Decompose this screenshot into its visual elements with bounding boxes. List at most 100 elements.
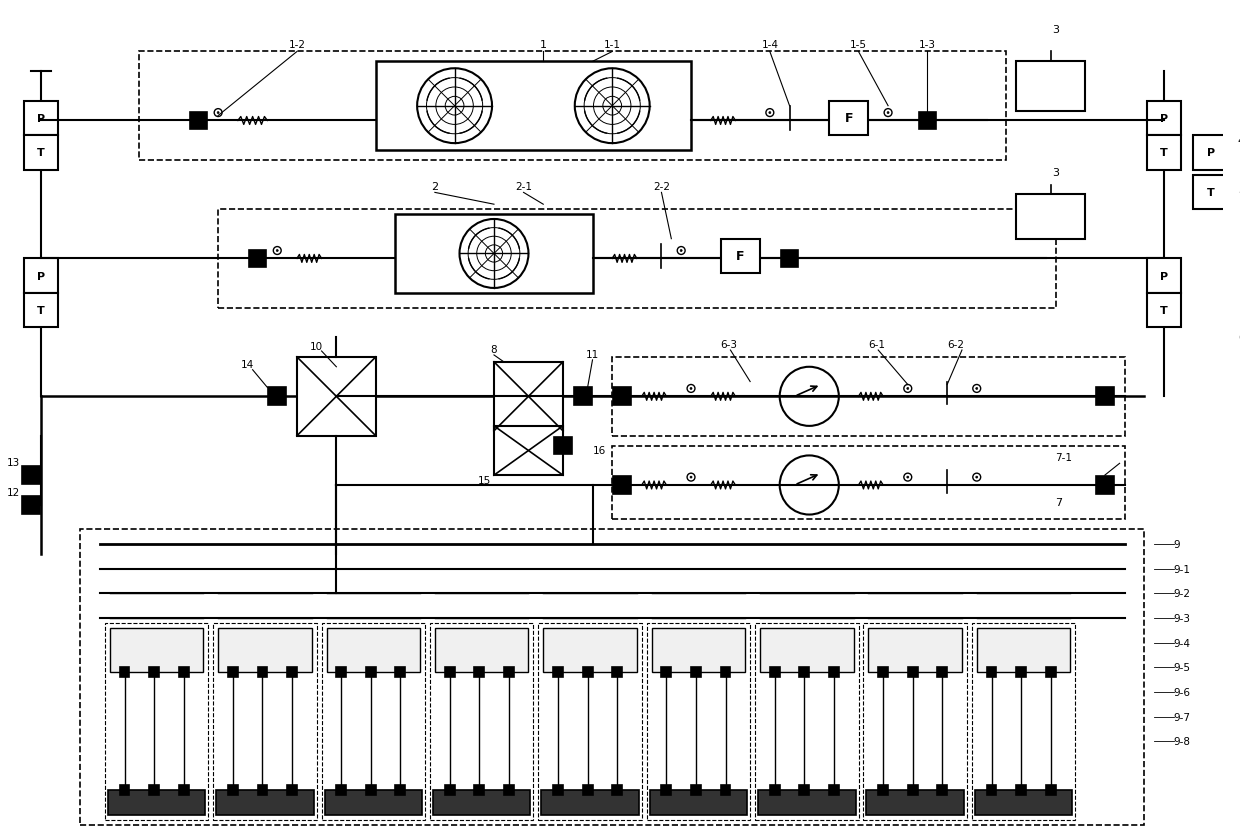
Bar [538, 623, 642, 820]
Bar [937, 667, 947, 677]
Bar [1147, 136, 1182, 171]
Text: 13: 13 [6, 458, 20, 467]
Bar [1045, 786, 1055, 795]
Bar [366, 667, 376, 677]
Text: P: P [1159, 114, 1168, 124]
Bar [296, 358, 376, 436]
Text: 11: 11 [585, 349, 599, 359]
Circle shape [906, 388, 909, 390]
Bar [661, 786, 671, 795]
Text: 12: 12 [6, 487, 20, 497]
Bar [228, 786, 238, 795]
Bar [433, 791, 531, 815]
Circle shape [769, 113, 771, 115]
Circle shape [217, 113, 219, 115]
Circle shape [689, 388, 692, 390]
Bar [1016, 195, 1085, 239]
Text: P: P [37, 272, 45, 281]
Text: 6-3: 6-3 [720, 339, 738, 349]
Bar [366, 786, 376, 795]
Text: 9-5: 9-5 [1174, 662, 1190, 672]
Bar [720, 667, 730, 677]
Bar [22, 466, 40, 484]
Bar [494, 426, 563, 476]
Bar [1045, 667, 1055, 677]
Circle shape [976, 388, 977, 390]
Bar [755, 623, 858, 820]
Text: T: T [1207, 187, 1215, 197]
Bar [691, 667, 701, 677]
Bar [583, 786, 593, 795]
Text: T: T [37, 306, 45, 316]
Bar [614, 388, 631, 405]
Bar [108, 791, 206, 815]
Text: T: T [37, 148, 45, 158]
Text: P: P [37, 114, 45, 124]
Bar [396, 786, 405, 795]
Text: 9: 9 [1174, 539, 1180, 549]
Bar [863, 623, 967, 820]
Bar [268, 388, 286, 405]
Bar [1193, 136, 1228, 171]
Bar [650, 791, 748, 815]
Bar [553, 786, 563, 795]
Bar [1147, 293, 1182, 328]
Bar [288, 786, 296, 795]
Bar [613, 446, 1125, 520]
Bar [435, 628, 528, 672]
Text: 1-4: 1-4 [761, 39, 779, 49]
Bar [503, 786, 513, 795]
Text: 6-1: 6-1 [868, 339, 885, 349]
Text: 9-4: 9-4 [1174, 638, 1190, 648]
Bar [396, 215, 593, 293]
Text: 8: 8 [491, 344, 497, 354]
Bar [770, 786, 780, 795]
Bar [179, 667, 188, 677]
Bar [542, 791, 639, 815]
Bar [919, 113, 936, 130]
Bar [614, 477, 631, 494]
Bar [336, 667, 346, 677]
Bar [494, 362, 563, 431]
Bar [937, 786, 947, 795]
Bar [830, 667, 838, 677]
Text: 2: 2 [432, 182, 439, 192]
Bar [583, 667, 593, 677]
Bar [553, 667, 563, 677]
Bar [868, 628, 962, 672]
Bar [288, 667, 296, 677]
Bar [613, 358, 1125, 436]
Text: F: F [844, 112, 853, 125]
Bar [1193, 176, 1228, 210]
Bar [800, 786, 810, 795]
Bar [258, 667, 268, 677]
Bar [430, 623, 533, 820]
Bar [445, 786, 455, 795]
Text: 4: 4 [1238, 136, 1240, 146]
Text: 10: 10 [310, 342, 324, 352]
Bar [218, 210, 1055, 308]
Bar [867, 791, 963, 815]
Text: 16: 16 [593, 446, 606, 456]
Bar [975, 791, 1073, 815]
Bar [987, 667, 997, 677]
Bar [503, 667, 513, 677]
Bar [760, 628, 853, 672]
Bar [105, 623, 208, 820]
Bar [830, 102, 868, 136]
Text: 9-8: 9-8 [1174, 737, 1190, 747]
Bar [554, 437, 572, 455]
Circle shape [277, 250, 278, 252]
Text: 7: 7 [1055, 497, 1063, 507]
Text: 2-2: 2-2 [653, 182, 670, 192]
Bar [908, 786, 918, 795]
Bar [720, 239, 760, 274]
Bar [758, 791, 856, 815]
Bar [543, 628, 637, 672]
Text: 9-2: 9-2 [1174, 589, 1190, 599]
Bar [110, 628, 203, 672]
Text: 2-1: 2-1 [515, 182, 532, 192]
Bar [213, 623, 316, 820]
Text: 1-1: 1-1 [604, 39, 621, 49]
Bar [661, 667, 671, 677]
